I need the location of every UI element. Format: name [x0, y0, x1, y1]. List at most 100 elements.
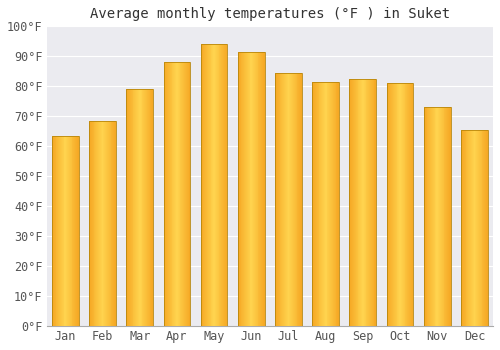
Bar	[126, 89, 153, 326]
Bar	[175, 62, 176, 326]
Bar	[152, 89, 153, 326]
Bar	[202, 44, 203, 326]
Bar	[332, 82, 333, 326]
Bar	[396, 83, 398, 326]
Bar	[366, 79, 368, 326]
Bar	[334, 82, 336, 326]
Bar	[428, 107, 429, 326]
Bar	[59, 136, 60, 326]
Bar	[106, 121, 107, 326]
Bar	[183, 62, 184, 326]
Bar	[463, 130, 464, 326]
Bar	[479, 130, 480, 326]
Bar	[356, 79, 358, 326]
Bar	[350, 79, 352, 326]
Bar	[97, 121, 98, 326]
Bar	[69, 136, 70, 326]
Bar	[321, 82, 322, 326]
Bar	[386, 83, 388, 326]
Bar	[58, 136, 59, 326]
Bar	[77, 136, 78, 326]
Bar	[102, 121, 104, 326]
Bar	[186, 62, 188, 326]
Bar	[108, 121, 109, 326]
Bar	[174, 62, 175, 326]
Bar	[447, 107, 448, 326]
Bar	[328, 82, 330, 326]
Bar	[164, 62, 190, 326]
Bar	[313, 82, 314, 326]
Bar	[244, 52, 245, 326]
Bar	[60, 136, 61, 326]
Bar	[292, 73, 293, 326]
Bar	[261, 52, 262, 326]
Bar	[128, 89, 129, 326]
Bar	[403, 83, 404, 326]
Bar	[207, 44, 208, 326]
Bar	[96, 121, 97, 326]
Bar	[226, 44, 228, 326]
Bar	[285, 73, 286, 326]
Bar	[290, 73, 291, 326]
Bar	[136, 89, 137, 326]
Bar	[482, 130, 484, 326]
Bar	[129, 89, 130, 326]
Bar	[370, 79, 371, 326]
Bar	[62, 136, 64, 326]
Bar	[138, 89, 139, 326]
Bar	[142, 89, 144, 326]
Bar	[278, 73, 280, 326]
Bar	[372, 79, 374, 326]
Bar	[137, 89, 138, 326]
Bar	[412, 83, 414, 326]
Bar	[312, 82, 313, 326]
Bar	[316, 82, 317, 326]
Bar	[484, 130, 485, 326]
Bar	[67, 136, 68, 326]
Bar	[464, 130, 466, 326]
Bar	[477, 130, 478, 326]
Bar	[439, 107, 440, 326]
Bar	[170, 62, 172, 326]
Bar	[126, 89, 127, 326]
Bar	[147, 89, 148, 326]
Bar	[188, 62, 190, 326]
Bar	[432, 107, 433, 326]
Bar	[472, 130, 474, 326]
Bar	[239, 52, 240, 326]
Bar	[331, 82, 332, 326]
Bar	[217, 44, 218, 326]
Bar	[240, 52, 242, 326]
Bar	[75, 136, 76, 326]
Bar	[168, 62, 169, 326]
Bar	[245, 52, 246, 326]
Bar	[296, 73, 298, 326]
Bar	[246, 52, 247, 326]
Bar	[401, 83, 402, 326]
Bar	[200, 44, 228, 326]
Bar	[66, 136, 67, 326]
Bar	[338, 82, 339, 326]
Bar	[315, 82, 316, 326]
Bar	[90, 121, 91, 326]
Bar	[364, 79, 366, 326]
Bar	[104, 121, 105, 326]
Bar	[72, 136, 74, 326]
Bar	[248, 52, 250, 326]
Bar	[242, 52, 244, 326]
Bar	[114, 121, 115, 326]
Bar	[323, 82, 324, 326]
Bar	[487, 130, 488, 326]
Bar	[56, 136, 58, 326]
Bar	[54, 136, 56, 326]
Bar	[469, 130, 470, 326]
Bar	[262, 52, 263, 326]
Bar	[426, 107, 428, 326]
Bar	[280, 73, 281, 326]
Bar	[362, 79, 363, 326]
Bar	[172, 62, 174, 326]
Bar	[182, 62, 183, 326]
Bar	[430, 107, 431, 326]
Bar	[221, 44, 222, 326]
Bar	[431, 107, 432, 326]
